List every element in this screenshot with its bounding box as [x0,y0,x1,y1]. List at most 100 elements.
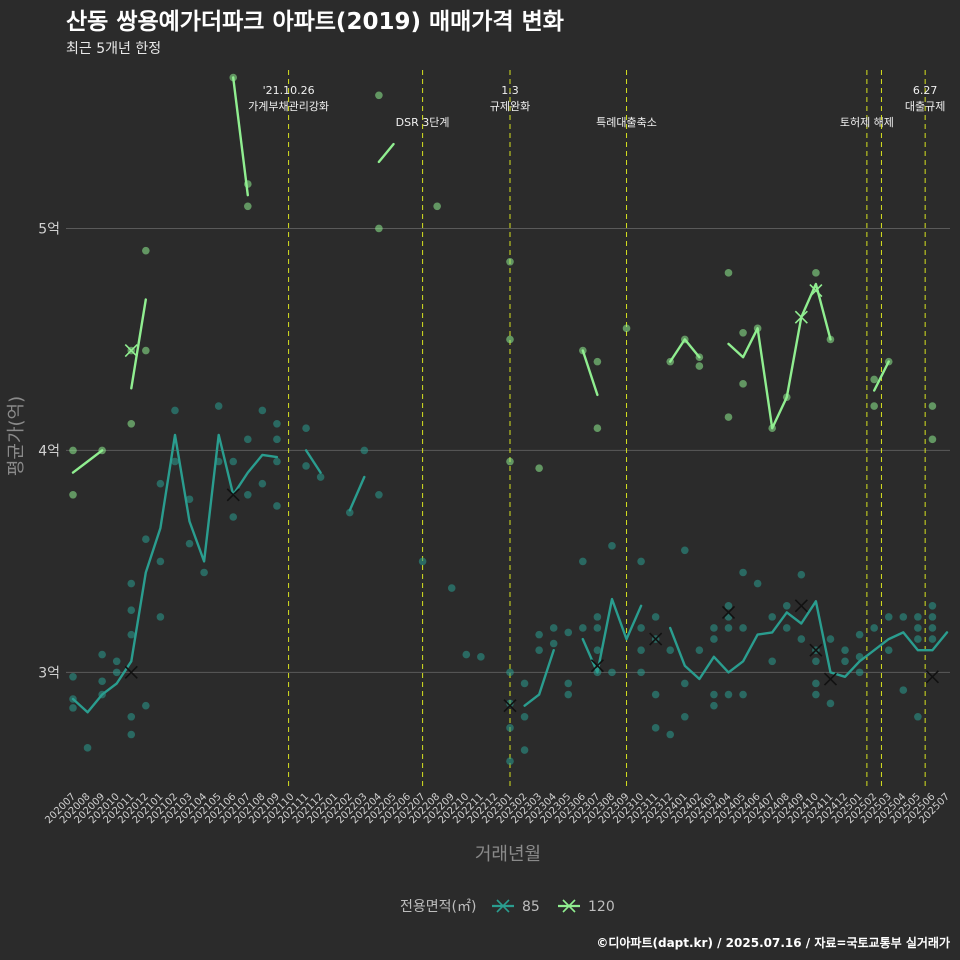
data-point-85 [127,712,136,721]
data-point-85 [724,624,733,632]
data-point-120 [768,424,776,433]
y-tick-label: 3억 [38,665,60,681]
event-label: '21.10.26 [263,84,315,97]
cross-markers [124,284,939,713]
data-point-85 [914,613,922,621]
cross-mark-85 [721,605,736,620]
data-point-85 [520,746,529,754]
data-point-85 [579,624,587,632]
data-point-85 [477,653,485,661]
data-point-85 [681,679,689,688]
average-price-lines [71,78,949,714]
data-point-85 [185,495,194,504]
data-point-85 [914,635,922,643]
data-point-85 [83,744,92,752]
event-label: 특례대출축소 [596,116,657,129]
data-point-85 [579,557,587,566]
data-point-120 [229,73,238,82]
event-label: DSR 3단계 [396,116,450,129]
data-point-85 [156,613,165,621]
cross-mark-120 [124,343,138,358]
data-point-85 [608,542,616,550]
data-point-85 [564,690,573,699]
data-point-85 [681,712,689,721]
data-point-85 [710,690,718,699]
data-point-85 [520,712,529,721]
data-point-85 [826,635,835,643]
data-point-85 [593,624,602,632]
data-point-85 [739,624,747,632]
data-point-85 [928,624,937,632]
data-point-120 [695,362,704,370]
data-point-85 [273,457,281,466]
data-point-85 [812,657,820,666]
cross-mark-85 [794,599,808,613]
data-point-85 [185,539,194,548]
event-label: 6.27 [913,84,938,97]
data-point-85 [870,624,878,632]
event-label: 규제완화 [490,100,530,113]
data-point-85 [593,613,602,621]
cross-mark-85 [925,670,939,684]
data-point-120 [375,91,383,100]
cross-mark-85 [503,699,517,713]
data-point-120 [142,346,150,355]
data-point-85 [608,668,616,677]
data-point-85 [418,557,427,566]
data-point-85 [520,679,529,688]
data-point-85 [637,557,645,566]
data-point-120 [535,464,543,472]
data-point-85 [127,730,136,739]
cross-mark-85 [823,672,838,686]
event-label: 토허제 해제 [840,115,894,129]
series-line-85 [71,433,949,714]
data-point-85 [316,473,325,481]
legend-label-85: 85 [522,899,540,915]
data-point-85 [797,570,806,579]
data-point-120 [375,224,383,233]
event-label: 1.3 [501,84,519,97]
data-point-85 [681,546,689,555]
data-point-120 [142,246,150,255]
data-point-85 [506,757,514,765]
cross-mark-85 [809,643,823,657]
data-point-85 [127,630,136,639]
legend-swatch-cross-85 [496,899,510,913]
data-point-85 [127,606,136,615]
cross-mark-85 [226,488,240,502]
data-point-120 [622,324,631,333]
event-label: 가계부채관리강화 [248,100,329,113]
data-point-85 [273,419,281,428]
data-point-85 [651,613,660,621]
data-point-85 [899,686,908,694]
data-point-85 [214,402,223,410]
data-point-85 [200,568,208,577]
data-point-85 [651,724,660,732]
data-point-120 [812,269,820,277]
data-point-85 [928,601,937,610]
data-point-85 [244,491,252,499]
data-point-120 [884,357,893,366]
data-point-120 [506,457,514,466]
data-point-85 [447,584,456,592]
data-point-120 [244,202,252,211]
data-point-85 [739,568,747,577]
data-point-120 [739,328,747,337]
data-point-85 [841,646,849,654]
legend-swatch-cross-120 [562,899,576,913]
data-point-85 [98,677,106,686]
data-point-85 [884,613,893,621]
data-point-85 [666,730,675,739]
data-point-85 [928,635,937,643]
data-point-85 [302,462,310,470]
data-point-120 [928,435,937,444]
data-point-85 [753,579,762,588]
data-point-85 [564,679,573,688]
data-point-85 [884,646,893,654]
data-point-85 [549,639,558,648]
data-point-85 [666,646,675,654]
event-label: 대출규제 [905,100,945,113]
data-point-120 [928,402,937,410]
data-point-120 [579,346,587,355]
data-point-85 [899,613,908,621]
